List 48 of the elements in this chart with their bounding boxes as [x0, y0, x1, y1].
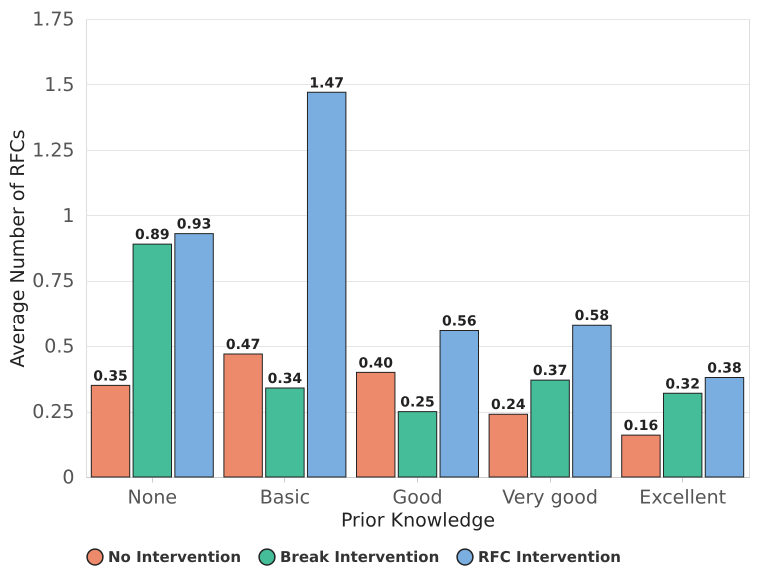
- data-label: 0.25: [400, 394, 435, 411]
- data-label: 0.58: [574, 308, 610, 324]
- bar: [488, 414, 528, 478]
- data-label: 0.40: [358, 355, 394, 372]
- x-axis-title: Prior Knowledge: [340, 510, 496, 532]
- bar: [398, 411, 438, 478]
- y-tick-label: 0.25: [32, 401, 74, 424]
- x-tick-label: None: [128, 486, 178, 508]
- legend-label: No Intervention: [108, 548, 242, 566]
- data-label: 0.89: [135, 227, 170, 244]
- data-label: 0.56: [442, 313, 477, 330]
- x-tick-label: Very good: [502, 486, 598, 508]
- y-tick-label: 1.75: [32, 8, 74, 30]
- data-label: 0.37: [532, 363, 568, 380]
- data-label: 0.16: [624, 418, 658, 434]
- data-label: 0.34: [268, 371, 302, 388]
- data-label: 0.35: [93, 368, 128, 384]
- bar: [572, 324, 612, 478]
- bar: [223, 353, 263, 478]
- x-tick-label: Excellent: [639, 486, 726, 508]
- legend-label: RFC Intervention: [478, 548, 621, 566]
- bar: [306, 92, 346, 478]
- data-label: 0.93: [176, 216, 212, 233]
- data-label: 0.24: [491, 397, 526, 414]
- y-tick-label: 1.5: [44, 74, 74, 96]
- x-tick-label: Basic: [260, 486, 310, 508]
- bar: [704, 377, 744, 478]
- data-label: 1.47: [309, 75, 344, 92]
- y-tick-label: 1.25: [32, 139, 74, 162]
- bar: [174, 233, 214, 478]
- legend-label: Break Intervention: [280, 548, 440, 566]
- bar: [265, 388, 305, 478]
- y-tick-label: 0: [62, 466, 74, 488]
- bar: [621, 434, 661, 478]
- data-label: 0.38: [707, 360, 742, 377]
- bar: [440, 330, 479, 478]
- bar: [356, 372, 396, 478]
- bar: [132, 244, 172, 478]
- y-tick-label: 0.75: [32, 270, 74, 292]
- bar: [662, 392, 702, 478]
- y-tick-label: 1: [62, 204, 74, 227]
- bar: [90, 384, 130, 478]
- bar: [530, 380, 570, 478]
- y-tick-label: 0.5: [44, 336, 74, 358]
- data-label: 0.47: [226, 336, 260, 353]
- data-label: 0.32: [665, 376, 700, 392]
- x-tick-label: Good: [392, 486, 443, 508]
- y-axis-title: Average Number of RFCs: [7, 129, 30, 368]
